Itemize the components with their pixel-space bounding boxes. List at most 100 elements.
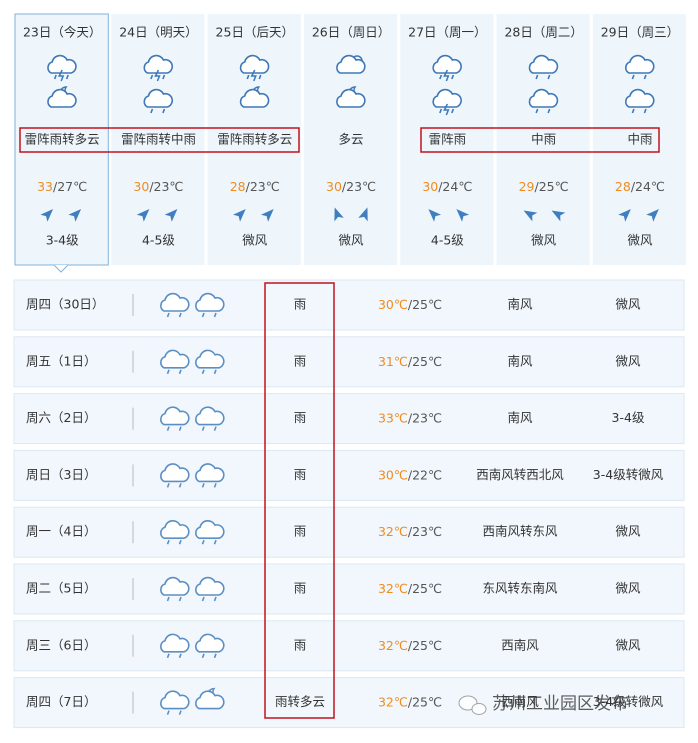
- drop: [451, 74, 455, 80]
- cloud: [195, 463, 225, 483]
- temp-high: 30: [133, 179, 149, 194]
- forecast-row: [13, 620, 685, 672]
- drop: [213, 539, 217, 545]
- drop: [166, 312, 170, 318]
- temperature: 28/24℃: [615, 179, 665, 194]
- temp-low: /23℃: [246, 179, 280, 194]
- temp-low: /23℃: [149, 179, 183, 194]
- drop: [201, 653, 205, 659]
- weather-icon: [336, 86, 366, 108]
- weather-icon: [432, 88, 462, 116]
- cloud: [528, 88, 559, 108]
- wind-arrow: [428, 209, 442, 222]
- temperature: 33/27℃: [37, 179, 87, 194]
- drop: [201, 483, 205, 488]
- row-day: 周五（1日）: [26, 353, 96, 368]
- cloud: [239, 54, 270, 74]
- row-temperature: 33℃/23℃: [378, 410, 442, 425]
- temp-low: /24℃: [631, 179, 665, 194]
- row-temperature: 32℃/25℃: [378, 637, 442, 652]
- drop: [201, 596, 205, 602]
- forecast-row: [13, 677, 685, 729]
- row-wind-level: 3-4级转微风: [593, 467, 664, 482]
- row-wind-direction: 西南风: [501, 694, 539, 709]
- drop: [631, 108, 635, 114]
- drop: [451, 108, 455, 114]
- bolt: [443, 103, 450, 116]
- weather-icon: [625, 54, 655, 80]
- day-label: 29日（周三）: [601, 25, 679, 40]
- weather-icon: [195, 576, 225, 602]
- drop: [246, 74, 250, 80]
- cloud: [160, 519, 190, 539]
- drop: [213, 596, 217, 602]
- cloud: [432, 54, 462, 74]
- weather-text: 中雨: [627, 132, 652, 147]
- drop: [547, 108, 551, 114]
- cloud: [432, 88, 462, 108]
- temp-high: 32℃: [378, 694, 408, 709]
- weather-icon: [47, 54, 77, 82]
- drop: [162, 74, 166, 80]
- row-day: 周六（2日）: [26, 410, 96, 425]
- selected-pointer: [53, 264, 69, 273]
- temp-high: 28: [615, 179, 631, 194]
- weather-icon: [160, 519, 190, 545]
- wind-arrow: [232, 209, 246, 222]
- weather-icon: [143, 88, 174, 114]
- temp-high: 28: [230, 179, 246, 194]
- bolt: [250, 69, 257, 82]
- weather-icon: [160, 633, 190, 659]
- cloud: [160, 690, 190, 710]
- wind-arrow: [68, 209, 82, 222]
- cloud: [195, 519, 225, 539]
- cloud: [336, 88, 366, 108]
- drop: [643, 74, 647, 80]
- temperature: 30/23℃: [133, 179, 183, 194]
- cloud: [195, 633, 225, 653]
- drop: [178, 426, 182, 431]
- row-temperature: 32℃/23℃: [378, 524, 442, 539]
- drop: [439, 108, 443, 114]
- forecast-row: [13, 336, 685, 388]
- row-weather: 雨: [294, 524, 307, 539]
- temp-low: /25℃: [408, 694, 442, 709]
- wind-arrow: [164, 209, 178, 222]
- cloud: [625, 88, 655, 108]
- temp-high: 30: [326, 179, 342, 194]
- drop: [166, 483, 170, 488]
- row-weather: 雨: [294, 353, 307, 368]
- weather-icon: [195, 519, 225, 545]
- row-day: 周四（7日）: [26, 694, 96, 709]
- cloud: [160, 349, 190, 369]
- row-wind-direction: 南风: [507, 297, 533, 312]
- temp-low: /25℃: [408, 297, 442, 312]
- wind-level: 微风: [242, 233, 268, 248]
- wind-arrow: [456, 209, 470, 222]
- cloud: [160, 292, 190, 312]
- row-wind-level: 微风: [615, 524, 641, 539]
- drop: [162, 108, 166, 114]
- bolt: [154, 69, 161, 82]
- row-wind-level: 3-4级: [612, 410, 645, 425]
- drop: [166, 369, 170, 375]
- temp-high: 31℃: [378, 353, 408, 368]
- highlight-box: [19, 127, 300, 153]
- row-day: 周日（3日）: [26, 467, 96, 482]
- drop: [178, 653, 182, 659]
- weather-icon: [160, 292, 190, 318]
- temp-low: /22℃: [408, 467, 442, 482]
- row-wind-direction: 南风: [507, 353, 533, 368]
- weather-text: 多云: [339, 132, 364, 147]
- drop: [53, 74, 57, 80]
- row-wind-direction: 西南风转西北风: [476, 467, 564, 482]
- day-label: 28日（周二）: [504, 25, 582, 40]
- drop: [535, 74, 539, 80]
- weather-icon: [239, 54, 270, 82]
- weather-icon: [143, 54, 174, 82]
- day-label: 27日（周一）: [408, 25, 486, 40]
- drop: [201, 539, 205, 545]
- row-temperature: 30℃/25℃: [378, 297, 442, 312]
- drop: [178, 596, 182, 602]
- cloud: [160, 463, 190, 483]
